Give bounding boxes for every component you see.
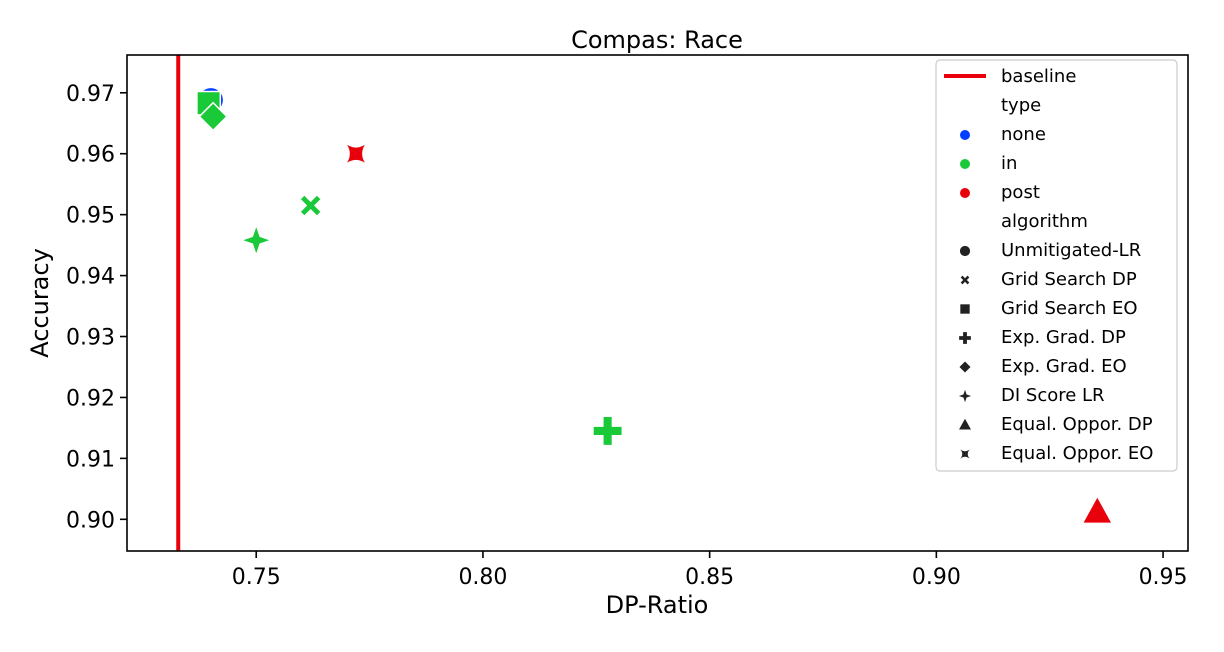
y-tick-label: 0.90 [66,508,115,533]
legend-type-label: none [1001,124,1046,145]
point-di-score-lr [238,222,274,258]
point-exp-grad-eo [198,101,229,132]
y-tick-label: 0.97 [66,82,115,107]
y-tick-label: 0.95 [66,204,115,229]
x-tick-label: 0.85 [685,565,734,590]
chart-title: Compas: Race [571,26,743,54]
y-axis-ticks: 0.90 0.91 0.92 0.93 0.94 0.95 0.96 0.97 [66,82,127,533]
x-tick-label: 0.90 [912,565,961,590]
legend-type-swatch [960,188,970,198]
legend-type-label: post [1001,182,1040,203]
legend-box [935,59,1178,472]
legend-algorithm-label: Grid Search DP [1001,269,1137,290]
legend-algorithm-label: Grid Search EO [1001,298,1138,319]
x-tick-label: 0.80 [458,565,507,590]
y-tick-label: 0.94 [66,265,115,290]
legend-algorithm-header: algorithm [1001,211,1088,232]
legend: baseline type none in post algorithm Unmitigat… [935,59,1178,472]
legend-algorithm-marker [959,332,971,344]
x-axis-ticks: 0.75 0.80 0.85 0.90 0.95 [232,551,1188,590]
x-tick-label: 0.75 [232,565,281,590]
legend-algorithm-marker [959,245,971,257]
legend-algorithm-label: Unmitigated-LR [1001,240,1141,261]
legend-type-label: in [1001,153,1017,174]
legend-type-swatch [960,130,970,140]
legend-algorithm-label: Equal. Oppor. DP [1001,414,1153,435]
x-tick-label: 0.95 [1139,565,1188,590]
legend-algorithm-marker [959,361,971,373]
point-equal-oppor-dp [1081,494,1114,525]
legend-baseline-label: baseline [1001,66,1076,87]
y-tick-label: 0.92 [66,386,115,411]
point-exp-grad-dp [592,415,624,447]
legend-algorithm-marker [960,449,970,459]
point-equal-oppor-eo [343,141,369,167]
point-grid-search-dp [298,193,323,218]
legend-algorithm-label: Exp. Grad. DP [1001,327,1126,348]
plot-area [126,54,1189,552]
legend-type-header: type [1001,95,1041,116]
y-axis-label: Accuracy [26,248,54,358]
legend-algorithm-marker [959,418,971,430]
legend-algorithm-label: DI Score LR [1001,385,1105,406]
legend-algorithm-marker [960,304,970,314]
x-axis-label: DP-Ratio [606,591,709,619]
y-tick-label: 0.93 [66,326,115,351]
y-tick-label: 0.96 [66,143,115,168]
plot-frame [126,54,1189,552]
legend-algorithm-label: Equal. Oppor. EO [1001,443,1153,464]
legend-type-swatch [960,159,970,169]
y-tick-label: 0.91 [66,447,115,472]
legend-algorithm-label: Exp. Grad. EO [1001,356,1127,377]
legend-algorithm-marker [958,389,972,403]
legend-algorithm-marker [960,275,970,285]
